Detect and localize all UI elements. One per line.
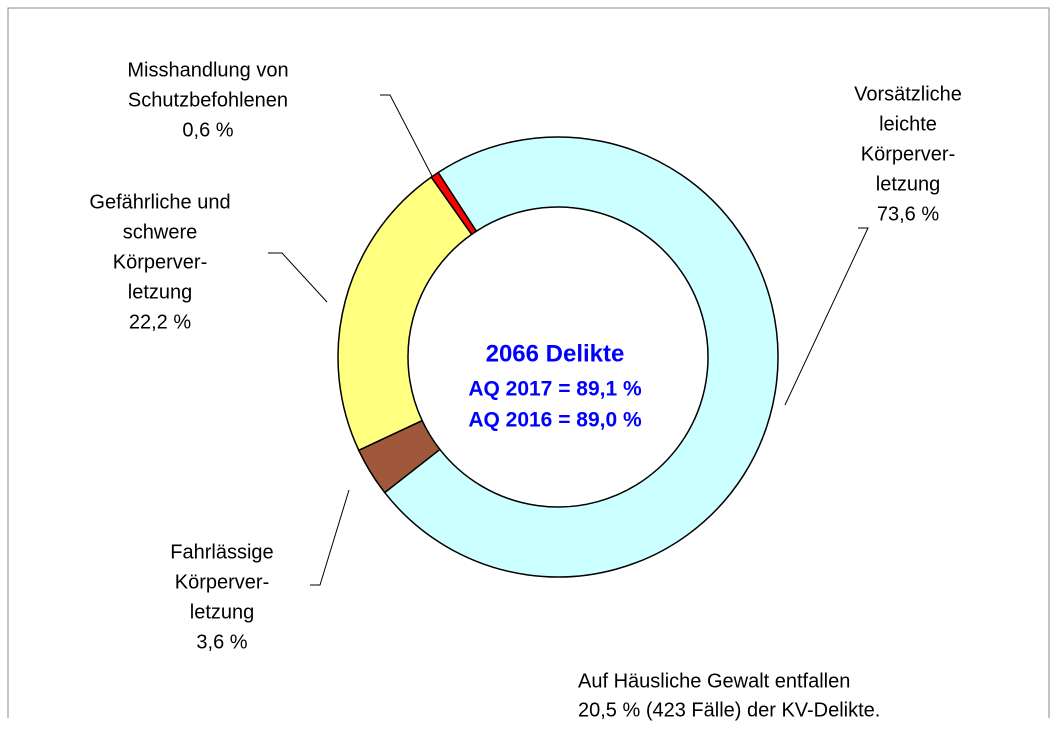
frame [7, 7, 1050, 718]
leader-line [268, 252, 328, 303]
slice-label: Misshandlung von [127, 59, 288, 81]
leader-line [380, 94, 433, 177]
donut-slice [430, 171, 478, 236]
slice-label: Schutzbefohlenen [128, 89, 288, 111]
slice-label: letzung [128, 281, 193, 303]
slice-label: Körperver- [861, 143, 955, 165]
slice-label: Fahrlässige [170, 541, 273, 563]
donut-slice [337, 176, 473, 452]
footnote: Auf Häusliche Gewalt entfallen [578, 670, 850, 692]
slice-label: letzung [876, 173, 941, 195]
leader-line [310, 489, 350, 586]
slice-label: Gefährliche und [89, 191, 230, 213]
slice-label: Körperver- [113, 251, 207, 273]
donut-slice [383, 136, 779, 578]
slice-label: schwere [123, 221, 197, 243]
value-label: 22,2 % [129, 311, 191, 333]
value-label: 73,6 % [877, 203, 939, 225]
value-label: 0,6 % [182, 119, 233, 141]
footnote: 20,5 % (423 Fälle) der KV-Delikte. [578, 699, 880, 721]
value-label: 3,6 % [196, 631, 247, 653]
slice-label: Körperver- [175, 571, 269, 593]
center-note: AQ 2017 = 89,1 % [468, 378, 642, 401]
center-note: AQ 2016 = 89,0 % [468, 409, 642, 432]
center-title: 2066 Delikte [486, 340, 625, 367]
slice-label: letzung [190, 601, 255, 623]
slice-label: Vorsätzliche [854, 83, 962, 105]
leader-line [784, 227, 869, 406]
slice-label: leichte [879, 113, 937, 135]
